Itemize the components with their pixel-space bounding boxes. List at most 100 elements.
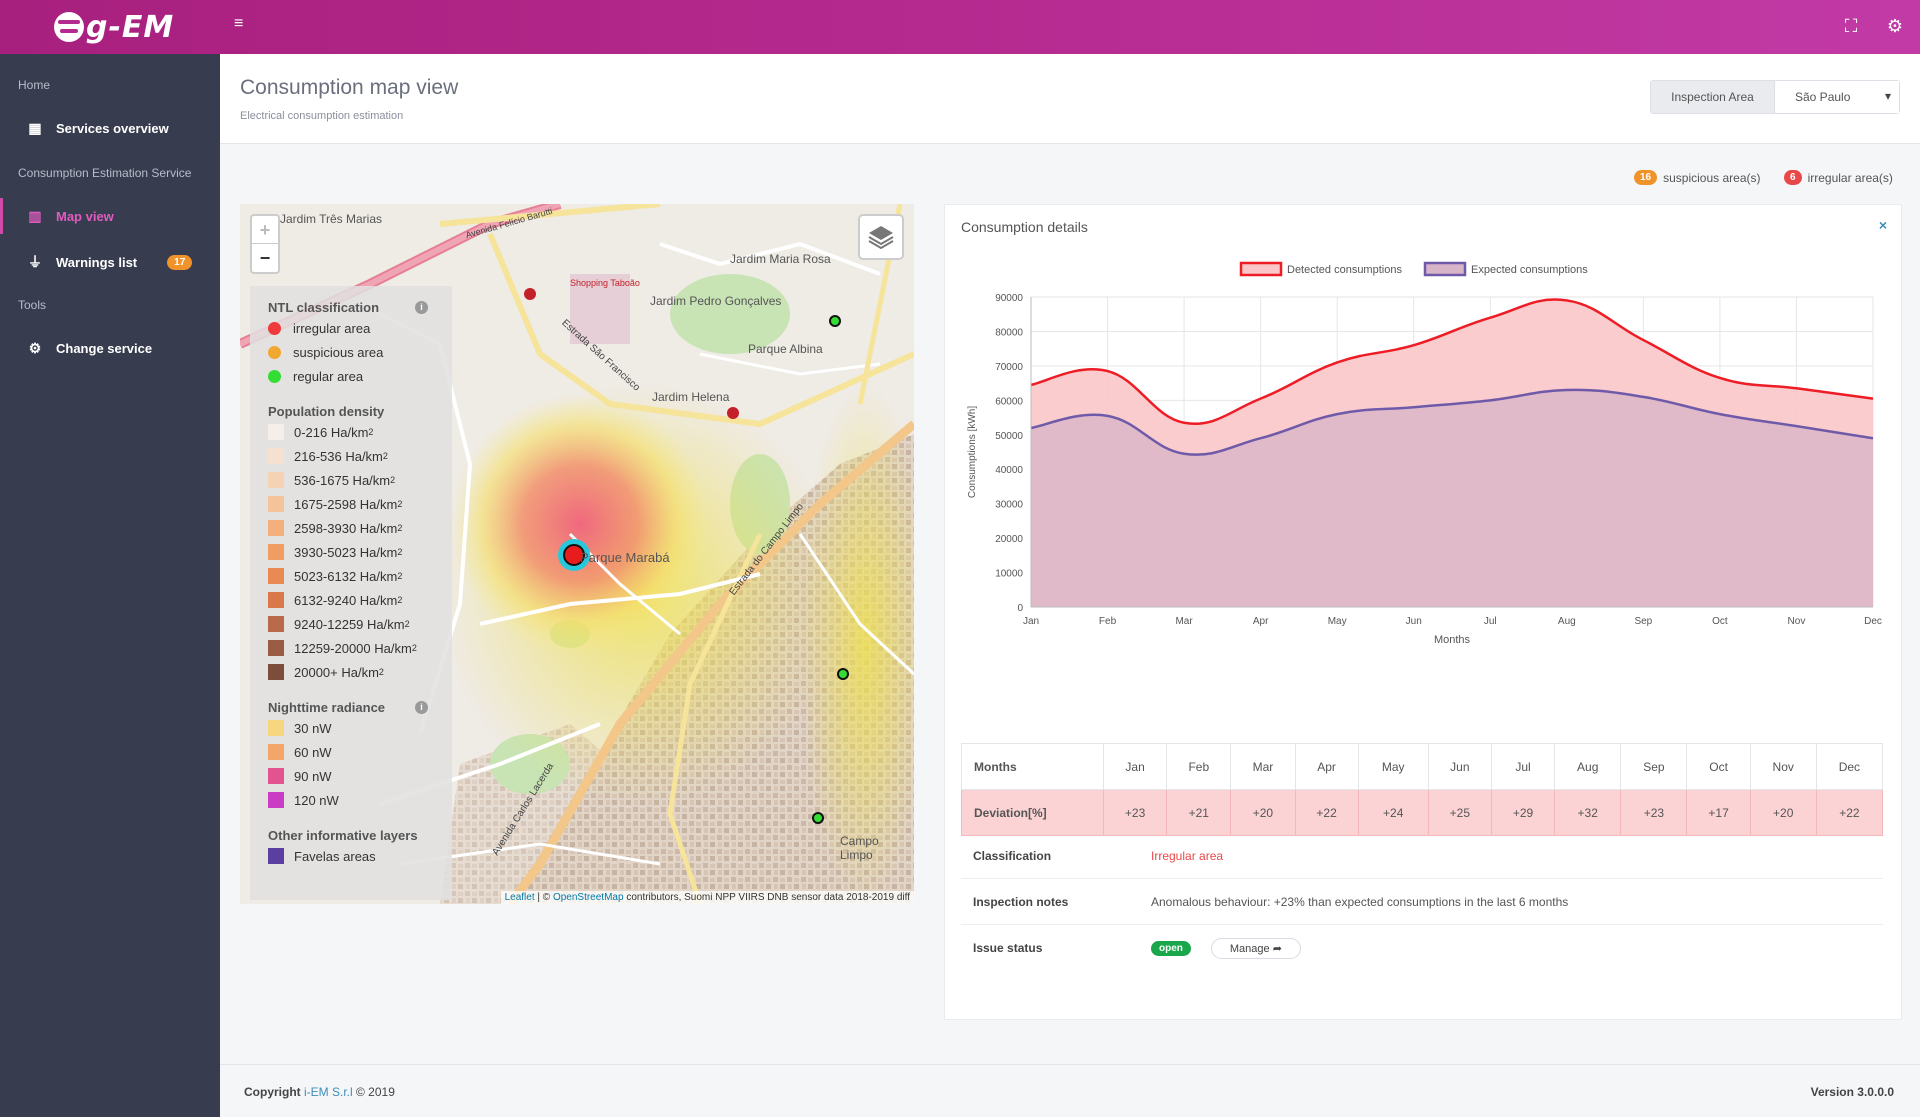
zoom-out-button[interactable]: − [259, 248, 271, 268]
legend-item: 216-536 Ha/km 2 [268, 444, 434, 468]
series-line-1 [1030, 298, 1874, 425]
sidebar-item-map-view[interactable]: ▥ Map view [0, 198, 220, 234]
legend-item-label: 0-216 Ha/km [294, 424, 369, 440]
legend-unit-superscript: 2 [382, 451, 388, 461]
legend-item: 90 nW [268, 764, 434, 788]
sidebar-item-change-service[interactable]: ⚙ Change service [0, 330, 220, 366]
legend-unit-superscript: 2 [397, 595, 403, 605]
version-text: Version 3.0.0.0 [1810, 1085, 1894, 1099]
app-logo[interactable]: g-EM [54, 10, 174, 45]
issue-info: Classification Irregular area Inspection… [961, 833, 1883, 971]
osm-link[interactable]: OpenStreetMap [552, 892, 624, 903]
inspection-area-select[interactable]: Inspection Area São Paulo [1650, 80, 1900, 114]
legend-item-label: 12259-20000 Ha/km [294, 640, 412, 656]
legend-item-label: 120 nW [294, 792, 339, 808]
deviation-header: Deviation[%] [961, 789, 1104, 836]
info-icon[interactable]: i [415, 300, 428, 314]
fullscreen-icon[interactable]: ⛶ [1844, 16, 1858, 36]
month-cell: Nov [1749, 743, 1817, 790]
legend-swatch-icon [268, 720, 284, 736]
legend-item-label: 30 nW [294, 720, 332, 736]
sidebar-item-warnings-list[interactable]: ⏚ Warnings list 17 [0, 244, 220, 280]
legend-swatch-icon [268, 496, 284, 512]
legend-item-label: Favelas areas [294, 848, 376, 864]
legend-heading-text: Nighttime radiance [268, 699, 386, 715]
x-tick-label: Aug [1558, 616, 1576, 627]
legend-item: suspicious area [268, 340, 434, 364]
grid-icon: ▦ [28, 119, 42, 136]
legend-item-label: 1675-2598 Ha/km [294, 496, 398, 512]
sidebar-item-label: Warnings list [56, 254, 138, 270]
warnings-badge: 17 [167, 254, 193, 270]
map-label: Shopping Taboão [570, 278, 640, 288]
legend-item-label: 90 nW [294, 768, 332, 784]
month-cell: Dec [1815, 743, 1884, 790]
month-cell: Jul [1490, 743, 1556, 790]
legend-item-label: 9240-12259 Ha/km [294, 616, 405, 632]
legend-heading-other: Other informative layers [268, 827, 418, 843]
deviation-cell: +21 [1166, 789, 1232, 836]
legend-swatch-icon [268, 592, 284, 608]
legend-unit-superscript: 2 [397, 499, 403, 509]
inspection-notes-label: Inspection notes [973, 894, 1069, 909]
version: Version 3.0.0.0 [1811, 1085, 1894, 1099]
zoom-in-button[interactable]: + [252, 216, 278, 244]
hamburger-icon[interactable]: ≡ [234, 15, 244, 32]
x-tick-label: Feb [1099, 616, 1117, 627]
deviation-cell: +29 [1490, 789, 1556, 836]
y-tick-label: 50000 [995, 431, 1023, 442]
legend-unit-superscript: 2 [411, 643, 417, 653]
irregular-count-badge: 6 [1784, 170, 1802, 185]
status-badge: open [1151, 940, 1191, 956]
x-axis-label: Months [1434, 634, 1471, 646]
month-cell: Feb [1166, 743, 1232, 790]
leaflet-link[interactable]: Leaflet [504, 892, 535, 903]
irregular-stat: 6 irregular area(s) [1784, 170, 1893, 185]
sidebar-item-label: Change service [56, 340, 153, 356]
inspection-area-label: Inspection Area [1651, 81, 1775, 113]
close-icon[interactable]: × [1878, 217, 1887, 233]
cogs-icon[interactable]: ⚙ [1886, 16, 1904, 36]
legend-unit-superscript: 2 [368, 427, 374, 437]
map-label: Jardim Três Marias [280, 212, 383, 226]
legend-unit-superscript: 2 [378, 667, 384, 677]
map-tiles[interactable] [240, 204, 914, 904]
legend-unit-superscript: 2 [404, 619, 410, 629]
legend-item: regular area [268, 364, 434, 388]
map-label: Parque Albina [748, 342, 823, 356]
map-label: Jardim Pedro Gonçalves [650, 294, 782, 308]
consumption-chart: 0 10000 20000 30000 40000 50000 60000 70000 8000… [967, 261, 1882, 646]
legend-swatch-icon [268, 664, 284, 680]
classification-row: Classification Irregular area [961, 833, 1883, 879]
page-header: Consumption map view Electrical consumpt… [220, 54, 1920, 144]
x-tick-label: Dec [1864, 616, 1882, 627]
suspicious-stat: 16 suspicious area(s) [1634, 170, 1761, 185]
legend-dot-icon [268, 369, 281, 383]
map-legend: NTL classification i irregular area suspi… [250, 286, 452, 900]
info-icon[interactable]: i [415, 700, 428, 714]
y-tick-label: 80000 [995, 327, 1023, 338]
legend-unit-superscript: 2 [397, 547, 403, 557]
x-tick-label: Jan [1023, 616, 1039, 627]
deviation-cell: +20 [1230, 789, 1296, 836]
attribution-separator: | © [534, 892, 553, 903]
manage-button[interactable]: Manage ➦ [1210, 937, 1301, 959]
legend-swatch-2 [1423, 261, 1467, 277]
page-title: Consumption map view [240, 76, 459, 99]
inspection-area-value[interactable]: São Paulo [1775, 81, 1899, 113]
legend-item-label: 2598-3930 Ha/km [294, 520, 398, 536]
legend-item-label: irregular area [293, 320, 371, 336]
company-link[interactable]: i-EM S.r.l [304, 1085, 353, 1099]
month-cell: Oct [1686, 743, 1751, 790]
layers-icon [868, 226, 894, 250]
legend-heading-population: Population density [268, 403, 385, 419]
legend-item-label: 3930-5023 Ha/km [294, 544, 398, 560]
sidebar-item-label: Map view [56, 208, 114, 224]
sidebar-item-services-overview[interactable]: ▦ Services overview [0, 110, 220, 146]
sidebar-section-consumption: Consumption Estimation Service [18, 166, 192, 180]
deviation-cell: +17 [1686, 789, 1751, 836]
layers-button[interactable] [858, 214, 904, 260]
sidebar: Home ▦ Services overview Consumption Est… [0, 54, 220, 1117]
map-view[interactable]: Jardim Três Marias Jardim Maria Rosa Jar… [240, 204, 914, 904]
y-tick-label: 10000 [995, 569, 1023, 580]
